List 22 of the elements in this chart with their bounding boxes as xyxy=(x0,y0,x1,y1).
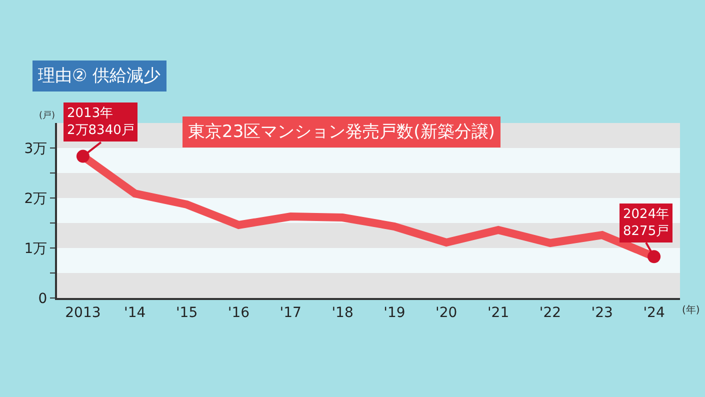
x-tick-label: '23 xyxy=(591,304,613,321)
y-tick-label: 3万 xyxy=(24,140,48,157)
x-tick-label: '19 xyxy=(384,304,406,321)
chart-subtitle: 東京23区マンション発売戸数(新築分譲) xyxy=(188,122,495,142)
x-tick-label: '24 xyxy=(643,304,665,321)
x-tick-label: '22 xyxy=(539,304,562,321)
x-tick-label: 2013 xyxy=(65,304,101,321)
x-tick-label: '14 xyxy=(124,304,146,321)
x-tick-label: '17 xyxy=(280,304,302,321)
y-tick-label: 1万 xyxy=(24,240,48,257)
y-axis-title: (戸) xyxy=(39,111,56,121)
x-tick-label: '15 xyxy=(176,304,198,321)
annotation: 2024年 8275戸 xyxy=(623,207,670,239)
x-tick-label: '20 xyxy=(436,304,458,321)
chart-title: 理由② 供給減少 xyxy=(38,66,161,86)
x-axis-title: (年) xyxy=(682,304,700,316)
annotation: 2013年 2万8340戸 xyxy=(67,106,134,138)
y-tick-label: 0 xyxy=(38,290,48,307)
x-tick-label: '18 xyxy=(332,304,354,321)
y-tick-label: 2万 xyxy=(24,190,48,207)
x-tick-label: '21 xyxy=(487,304,510,321)
x-tick-label: '16 xyxy=(228,304,250,321)
